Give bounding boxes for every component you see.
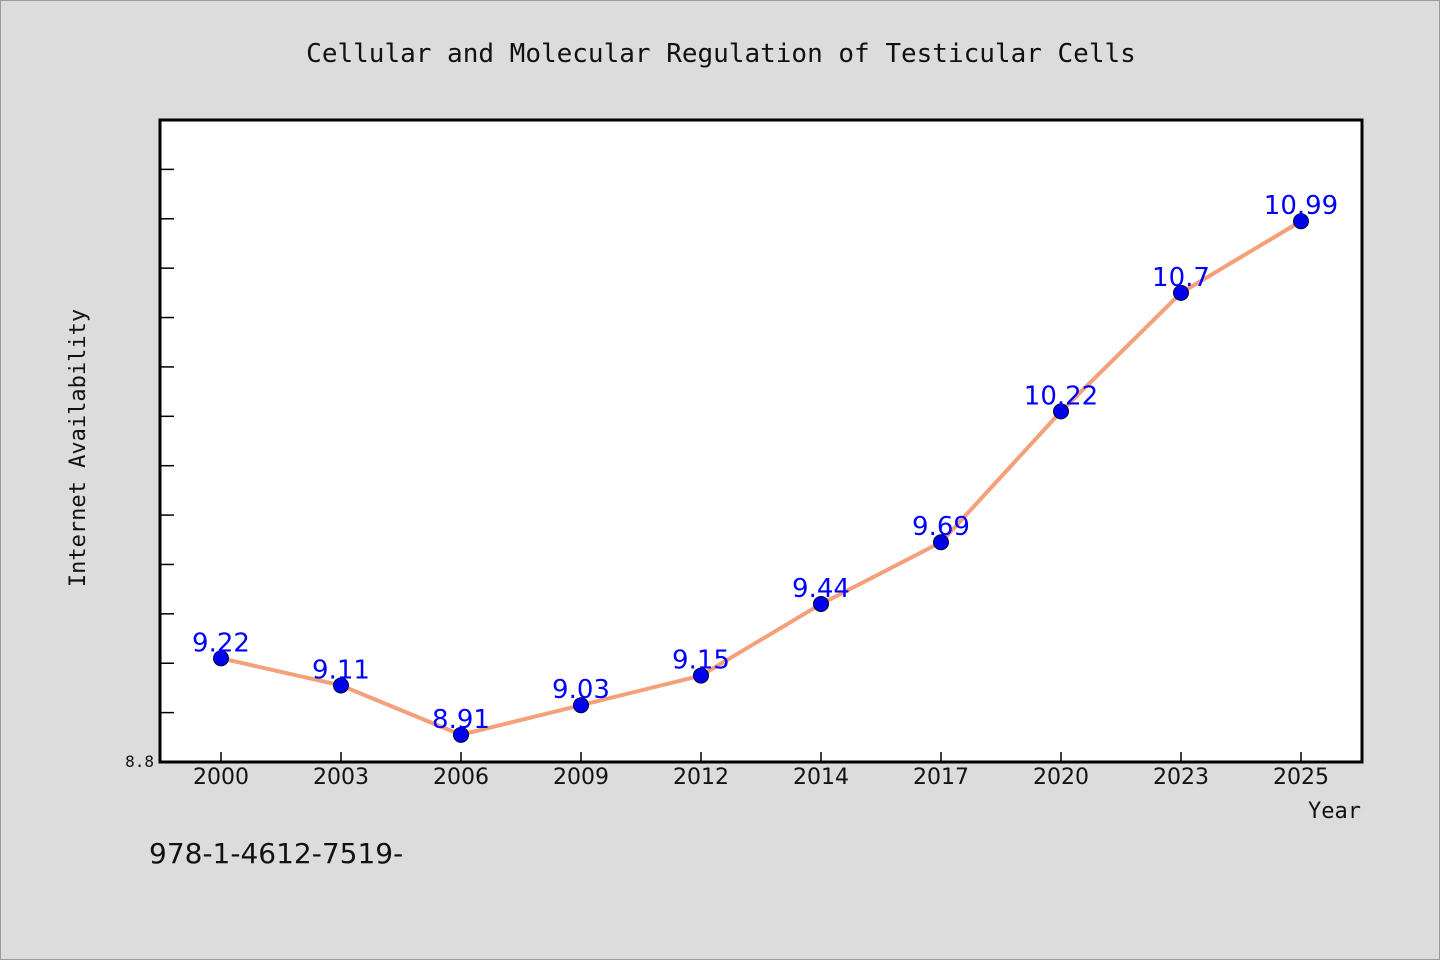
y-axis-label: Internet Availability (66, 309, 91, 587)
data-label: 10.99 (1264, 191, 1338, 221)
x-tick-label: 2009 (553, 765, 609, 790)
x-axis-ticks (220, 752, 1302, 762)
data-point-marker (813, 595, 829, 612)
series-line (219, 219, 1303, 737)
data-label: 9.44 (792, 574, 850, 604)
series-markers (213, 213, 1309, 743)
series-line-group (219, 219, 1303, 737)
data-label: 9.15 (672, 646, 730, 676)
x-tick-label: 2017 (913, 765, 969, 790)
x-tick-label: 2023 (1153, 765, 1209, 790)
y-axis-ticks (160, 168, 174, 714)
data-point-marker (1173, 284, 1189, 301)
data-point-marker (573, 697, 589, 714)
data-label: 9.11 (312, 655, 370, 685)
data-label: 9.69 (912, 512, 970, 542)
plot-area (158, 118, 1364, 764)
data-point-marker (693, 667, 709, 684)
footer-isbn-text: 978-1-4612-7519- (149, 837, 403, 870)
x-axis-tick-labels: 2000 2003 2006 2009 2012 2014 2017 2020 2023 2025 (193, 765, 1329, 790)
chart-title: Cellular and Molecular Regulation of Tes… (306, 39, 1136, 69)
data-label: 10.7 (1152, 263, 1210, 293)
data-point-marker (933, 534, 949, 551)
x-tick-label: 2012 (673, 765, 729, 790)
data-point-marker (1053, 403, 1069, 420)
x-axis-label: Year (1308, 799, 1361, 824)
data-point-marker (453, 726, 469, 743)
data-label: 9.22 (192, 628, 250, 658)
data-point-marker (213, 650, 229, 667)
y-axis-min-label: 8.8 (125, 752, 154, 771)
x-tick-label: 2000 (193, 765, 249, 790)
x-tick-label: 2025 (1273, 765, 1329, 790)
data-point-marker (333, 677, 349, 694)
x-tick-label: 2014 (793, 765, 849, 790)
data-label: 10.22 (1024, 381, 1098, 411)
data-point-marker (1293, 213, 1309, 230)
x-tick-label: 2006 (433, 765, 489, 790)
x-tick-label: 2003 (313, 765, 369, 790)
data-label: 9.03 (552, 675, 610, 705)
data-labels: 9.22 9.11 8.91 9.03 9.15 9.44 9.69 10.22 10.7 10.… (192, 191, 1338, 735)
x-tick-label: 2020 (1033, 765, 1089, 790)
data-label: 8.91 (432, 705, 490, 735)
